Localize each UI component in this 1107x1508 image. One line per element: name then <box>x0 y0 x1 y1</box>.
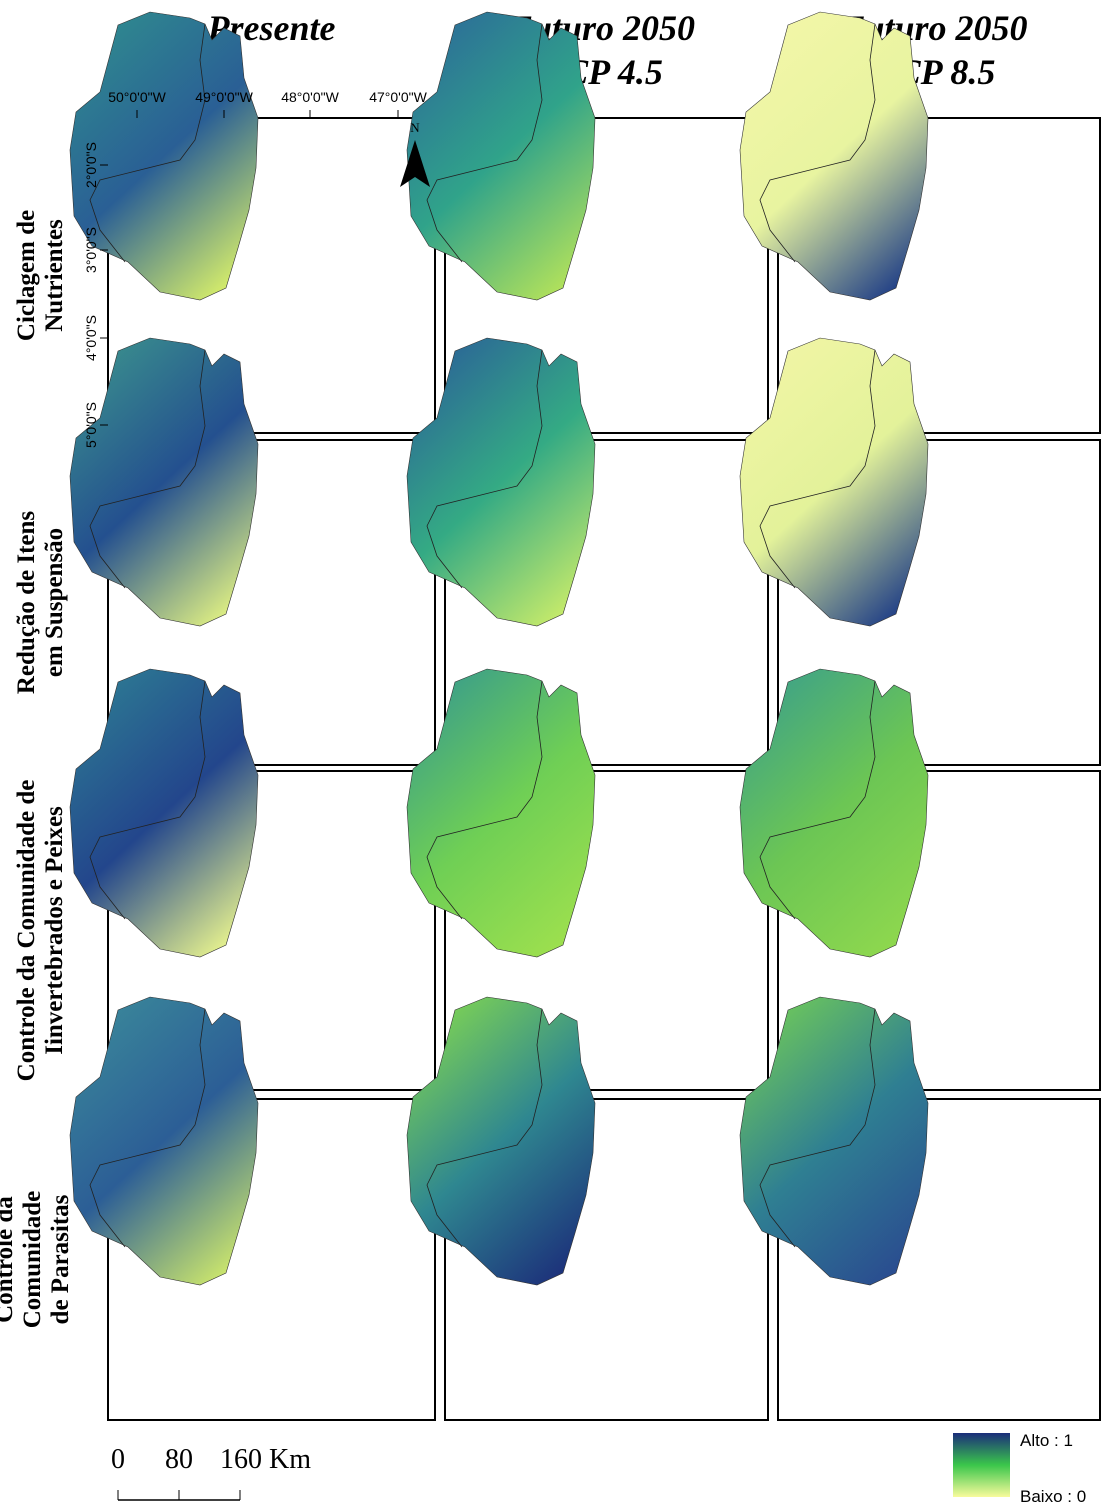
north-label: N <box>410 120 420 135</box>
row-title: de Parasitas <box>47 1194 74 1324</box>
region-map <box>70 997 258 1285</box>
figure: 0 80 160 Km Alto : 1 Baixo : 0 PresenteF… <box>0 0 1107 1508</box>
longitude-label: 47°0'0"W <box>369 89 427 105</box>
longitude-label: 50°0'0"W <box>108 89 166 105</box>
row-title: Controle da <box>0 1196 18 1323</box>
row-title: Nutrientes <box>41 219 68 332</box>
region-map <box>70 669 258 957</box>
region-map <box>70 338 258 626</box>
row-title: em Suspensão <box>41 528 68 677</box>
longitude-label: 48°0'0"W <box>281 89 339 105</box>
latitude-label: 4°0'0"S <box>83 315 99 361</box>
legend-low: Baixo : 0 <box>1020 1487 1086 1506</box>
latitude-label: 5°0'0"S <box>83 402 99 448</box>
row-title: Iinvertebrados e Peixes <box>41 806 68 1055</box>
scale-label: 80 <box>165 1444 193 1475</box>
scale-label: 160 Km <box>220 1444 311 1475</box>
row-title: Redução de Itens <box>13 511 40 695</box>
latitude-label: 2°0'0"S <box>83 142 99 188</box>
row-title: Controle da Comunidade de <box>13 780 40 1082</box>
legend-high: Alto : 1 <box>1020 1431 1073 1450</box>
row-title: Ciclagem de <box>13 210 40 341</box>
row-title: Comunidade <box>19 1191 46 1329</box>
latitude-label: 3°0'0"S <box>83 227 99 273</box>
longitude-label: 49°0'0"W <box>195 89 253 105</box>
legend-ramp <box>953 1433 1010 1497</box>
scale-label: 0 <box>111 1444 125 1475</box>
